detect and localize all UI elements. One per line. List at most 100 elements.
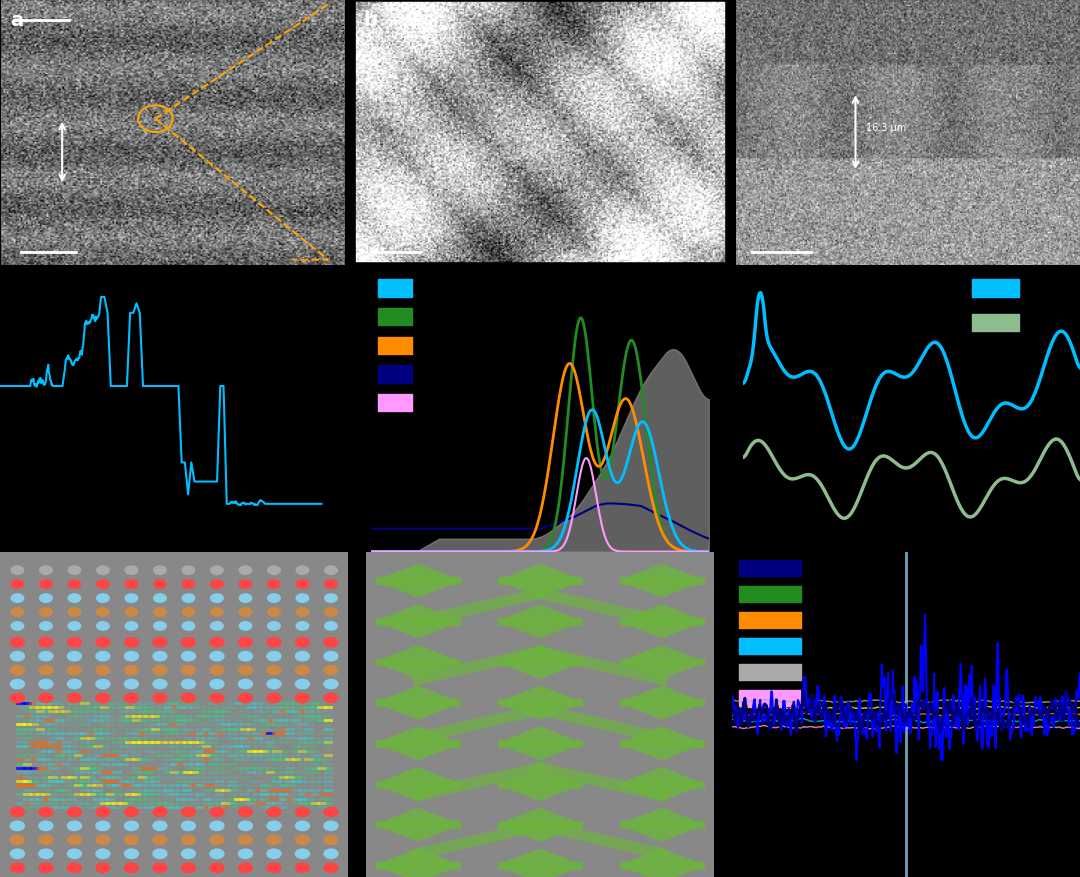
- Circle shape: [210, 638, 224, 647]
- Circle shape: [97, 581, 109, 588]
- Circle shape: [267, 821, 281, 831]
- Circle shape: [324, 680, 338, 689]
- Polygon shape: [620, 862, 704, 869]
- Polygon shape: [620, 727, 704, 759]
- Circle shape: [67, 808, 81, 816]
- Circle shape: [267, 652, 281, 661]
- Circle shape: [68, 567, 81, 574]
- Circle shape: [267, 849, 281, 859]
- Circle shape: [153, 652, 167, 661]
- Circle shape: [153, 581, 166, 588]
- Circle shape: [210, 808, 224, 816]
- Circle shape: [181, 666, 195, 675]
- Circle shape: [153, 595, 166, 602]
- Circle shape: [267, 694, 281, 702]
- Circle shape: [11, 821, 25, 831]
- Polygon shape: [498, 577, 582, 584]
- Circle shape: [11, 595, 24, 602]
- Circle shape: [267, 638, 281, 647]
- Polygon shape: [498, 862, 582, 869]
- Circle shape: [153, 808, 167, 816]
- Circle shape: [67, 638, 81, 647]
- Circle shape: [39, 808, 53, 816]
- Circle shape: [239, 567, 252, 574]
- Circle shape: [239, 694, 253, 702]
- Circle shape: [39, 680, 53, 689]
- Circle shape: [153, 622, 166, 631]
- Polygon shape: [620, 659, 704, 666]
- Circle shape: [324, 835, 338, 845]
- Circle shape: [239, 680, 253, 689]
- Polygon shape: [376, 781, 460, 788]
- Circle shape: [67, 694, 81, 702]
- Circle shape: [96, 638, 110, 647]
- Circle shape: [181, 694, 195, 702]
- Circle shape: [210, 821, 224, 831]
- Polygon shape: [620, 809, 704, 841]
- Polygon shape: [498, 781, 582, 788]
- Circle shape: [40, 622, 52, 631]
- Circle shape: [239, 595, 252, 602]
- Circle shape: [124, 666, 138, 675]
- Circle shape: [11, 835, 25, 845]
- Circle shape: [40, 608, 52, 617]
- Circle shape: [239, 849, 253, 859]
- Polygon shape: [620, 618, 704, 625]
- Circle shape: [324, 652, 338, 661]
- Polygon shape: [376, 687, 460, 719]
- Circle shape: [96, 666, 110, 675]
- Circle shape: [68, 581, 81, 588]
- Circle shape: [324, 638, 338, 647]
- Circle shape: [296, 680, 310, 689]
- Polygon shape: [376, 646, 460, 679]
- Circle shape: [68, 622, 81, 631]
- Circle shape: [67, 863, 81, 873]
- Circle shape: [153, 680, 167, 689]
- Circle shape: [97, 608, 109, 617]
- Polygon shape: [620, 699, 704, 706]
- Circle shape: [96, 835, 110, 845]
- Polygon shape: [376, 862, 460, 869]
- Circle shape: [39, 863, 53, 873]
- Circle shape: [11, 581, 24, 588]
- Circle shape: [325, 595, 337, 602]
- Circle shape: [183, 622, 194, 631]
- Circle shape: [153, 567, 166, 574]
- Polygon shape: [620, 821, 704, 828]
- Circle shape: [39, 638, 53, 647]
- Circle shape: [296, 622, 309, 631]
- Circle shape: [39, 652, 53, 661]
- Circle shape: [325, 567, 337, 574]
- Circle shape: [183, 581, 194, 588]
- Circle shape: [124, 863, 138, 873]
- Circle shape: [268, 608, 280, 617]
- Polygon shape: [620, 781, 704, 788]
- Circle shape: [11, 863, 25, 873]
- Polygon shape: [498, 565, 582, 597]
- Circle shape: [268, 595, 280, 602]
- Circle shape: [125, 608, 138, 617]
- Polygon shape: [498, 618, 582, 625]
- Polygon shape: [498, 809, 582, 841]
- Circle shape: [324, 666, 338, 675]
- Polygon shape: [376, 821, 460, 828]
- Circle shape: [11, 608, 24, 617]
- Circle shape: [296, 638, 310, 647]
- Circle shape: [181, 849, 195, 859]
- Circle shape: [268, 567, 280, 574]
- Circle shape: [96, 808, 110, 816]
- Circle shape: [239, 622, 252, 631]
- Circle shape: [11, 567, 24, 574]
- Circle shape: [39, 666, 53, 675]
- Circle shape: [296, 666, 310, 675]
- Polygon shape: [498, 699, 582, 706]
- Circle shape: [296, 608, 309, 617]
- Polygon shape: [620, 646, 704, 679]
- Polygon shape: [376, 849, 460, 877]
- Polygon shape: [376, 605, 460, 638]
- Polygon shape: [620, 577, 704, 584]
- Circle shape: [296, 835, 310, 845]
- Polygon shape: [498, 768, 582, 801]
- Circle shape: [324, 821, 338, 831]
- Circle shape: [325, 622, 337, 631]
